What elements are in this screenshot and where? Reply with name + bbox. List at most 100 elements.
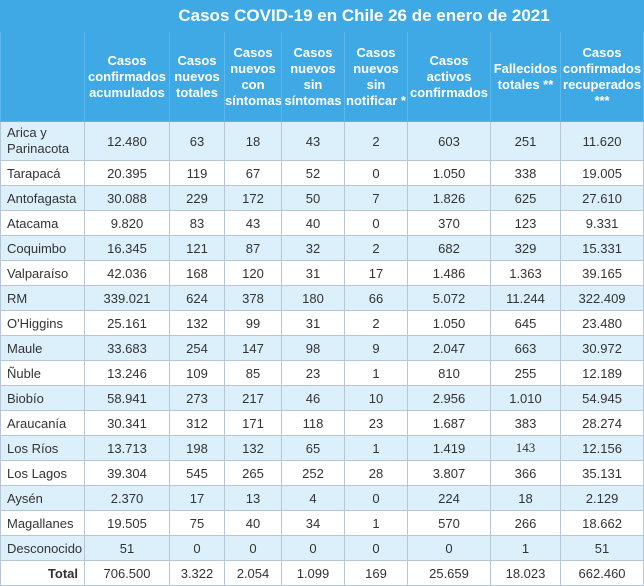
value-cell: 67 bbox=[224, 160, 282, 186]
table-row: Arica y Parinacota 12.480 63 18 43 2 603… bbox=[0, 121, 644, 161]
table-row: Atacama 9.820 83 43 40 0 370 123 9.331 bbox=[0, 210, 644, 236]
value-cell: 180 bbox=[281, 285, 345, 311]
value-cell: 30.088 bbox=[84, 185, 170, 211]
value-cell: 217 bbox=[224, 385, 282, 411]
value-cell: 13.713 bbox=[84, 435, 170, 461]
value-cell: 13 bbox=[224, 485, 282, 511]
value-cell: 1 bbox=[344, 360, 408, 386]
value-cell: 172 bbox=[224, 185, 282, 211]
value-cell: 19.505 bbox=[84, 510, 170, 536]
table-row: Biobío 58.941 273 217 46 10 2.956 1.010 … bbox=[0, 385, 644, 411]
value-cell: 198 bbox=[169, 435, 225, 461]
table-row: Desconocido 51 0 0 0 0 0 1 51 bbox=[0, 535, 644, 561]
value-cell: 119 bbox=[169, 160, 225, 186]
value-cell: 18 bbox=[490, 485, 561, 511]
table-row: Los Ríos 13.713 198 132 65 1 1.419 143 1… bbox=[0, 435, 644, 461]
value-cell: 51 bbox=[84, 535, 170, 561]
value-cell: 63 bbox=[169, 121, 225, 161]
value-cell: 0 bbox=[224, 535, 282, 561]
column-header-confirmed-cumulative: Casos confirmados acumulados bbox=[84, 31, 170, 122]
value-cell: 31 bbox=[281, 260, 345, 286]
value-cell: 54.945 bbox=[559, 385, 644, 411]
value-cell: 7 bbox=[344, 185, 408, 211]
value-cell: 11.620 bbox=[559, 121, 644, 161]
table-title: Casos COVID-19 en Chile 26 de enero de 2… bbox=[83, 0, 644, 32]
value-cell: 1.363 bbox=[490, 260, 561, 286]
region-cell: Los Lagos bbox=[0, 460, 85, 486]
table-row: Coquimbo 16.345 121 87 32 2 682 329 15.3… bbox=[0, 235, 644, 261]
total-cell: 2.054 bbox=[224, 560, 282, 586]
value-cell: 0 bbox=[169, 535, 225, 561]
table-row: Magallanes 19.505 75 40 34 1 570 266 18.… bbox=[0, 510, 644, 536]
value-cell: 603 bbox=[407, 121, 491, 161]
value-cell: 28.274 bbox=[559, 410, 644, 436]
column-header-deaths: Fallecidos totales ** bbox=[490, 31, 561, 122]
value-cell: 65 bbox=[281, 435, 345, 461]
value-cell: 23 bbox=[344, 410, 408, 436]
value-cell: 43 bbox=[281, 121, 345, 161]
value-cell: 12.480 bbox=[84, 121, 170, 161]
value-cell: 545 bbox=[169, 460, 225, 486]
value-cell: 32 bbox=[281, 235, 345, 261]
value-cell: 252 bbox=[281, 460, 345, 486]
value-cell: 50 bbox=[281, 185, 345, 211]
value-cell: 1.826 bbox=[407, 185, 491, 211]
value-cell: 43 bbox=[224, 210, 282, 236]
region-cell: Valparaíso bbox=[0, 260, 85, 286]
value-cell: 1 bbox=[490, 535, 561, 561]
value-cell: 18.662 bbox=[559, 510, 644, 536]
value-cell: 143 bbox=[490, 435, 561, 461]
value-cell: 663 bbox=[490, 335, 561, 361]
value-cell: 224 bbox=[407, 485, 491, 511]
region-cell: Tarapacá bbox=[0, 160, 85, 186]
value-cell: 5.072 bbox=[407, 285, 491, 311]
value-cell: 66 bbox=[344, 285, 408, 311]
value-cell: 30.341 bbox=[84, 410, 170, 436]
value-cell: 12.156 bbox=[559, 435, 644, 461]
value-cell: 75 bbox=[169, 510, 225, 536]
value-cell: 15.331 bbox=[559, 235, 644, 261]
value-cell: 28 bbox=[344, 460, 408, 486]
value-cell: 120 bbox=[224, 260, 282, 286]
value-cell: 23 bbox=[281, 360, 345, 386]
value-cell: 25.161 bbox=[84, 310, 170, 336]
value-cell: 27.610 bbox=[559, 185, 644, 211]
table-row: Antofagasta 30.088 229 172 50 7 1.826 62… bbox=[0, 185, 644, 211]
value-cell: 147 bbox=[224, 335, 282, 361]
value-cell: 118 bbox=[281, 410, 345, 436]
table-row: Ñuble 13.246 109 85 23 1 810 255 12.189 bbox=[0, 360, 644, 386]
table-row: Maule 33.683 254 147 98 9 2.047 663 30.9… bbox=[0, 335, 644, 361]
value-cell: 9 bbox=[344, 335, 408, 361]
region-cell: Los Ríos bbox=[0, 435, 85, 461]
region-cell: Biobío bbox=[0, 385, 85, 411]
value-cell: 34 bbox=[281, 510, 345, 536]
value-cell: 33.683 bbox=[84, 335, 170, 361]
value-cell: 87 bbox=[224, 235, 282, 261]
total-cell: 1.099 bbox=[281, 560, 345, 586]
value-cell: 9.820 bbox=[84, 210, 170, 236]
value-cell: 42.036 bbox=[84, 260, 170, 286]
value-cell: 52 bbox=[281, 160, 345, 186]
value-cell: 2.956 bbox=[407, 385, 491, 411]
total-cell: 3.322 bbox=[169, 560, 225, 586]
value-cell: 255 bbox=[490, 360, 561, 386]
column-header-new-symptomatic: Casos nuevos con síntomas bbox=[224, 31, 282, 122]
value-cell: 51 bbox=[559, 535, 644, 561]
column-header-recovered: Casos confirmados recuperados *** bbox=[559, 31, 644, 122]
value-cell: 39.165 bbox=[559, 260, 644, 286]
value-cell: 0 bbox=[344, 485, 408, 511]
value-cell: 322.409 bbox=[559, 285, 644, 311]
value-cell: 0 bbox=[407, 535, 491, 561]
region-cell: Arica y Parinacota bbox=[0, 121, 85, 161]
value-cell: 23.480 bbox=[559, 310, 644, 336]
value-cell: 0 bbox=[344, 160, 408, 186]
value-cell: 4 bbox=[281, 485, 345, 511]
value-cell: 132 bbox=[224, 435, 282, 461]
table-row: O'Higgins 25.161 132 99 31 2 1.050 645 2… bbox=[0, 310, 644, 336]
region-cell: Aysén bbox=[0, 485, 85, 511]
value-cell: 39.304 bbox=[84, 460, 170, 486]
value-cell: 171 bbox=[224, 410, 282, 436]
value-cell: 251 bbox=[490, 121, 561, 161]
region-cell: Araucanía bbox=[0, 410, 85, 436]
